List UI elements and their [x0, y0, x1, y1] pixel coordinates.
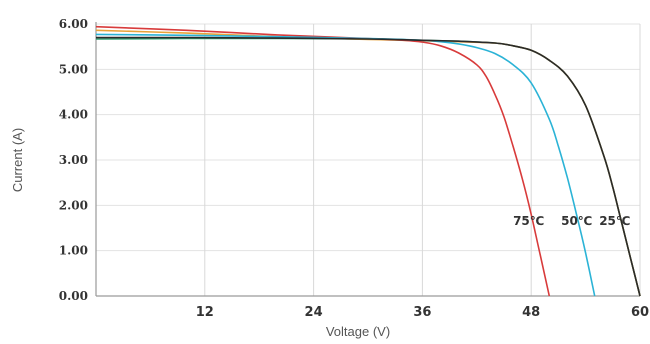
series-line-75c	[95, 25, 551, 297]
series-line-25c	[95, 36, 641, 297]
chart-grid	[96, 23, 641, 296]
x-tick-label: 36	[413, 305, 431, 320]
x-tick-label: 24	[305, 305, 323, 320]
chart-axes	[95, 22, 640, 297]
x-tick-label: 12	[196, 305, 214, 320]
curve-labels: 25℃ 50℃ 75℃	[513, 214, 630, 228]
curve-label: 50℃	[561, 214, 592, 228]
y-tick-labels: 0.00 1.00 2.00 3.00 4.00 5.00 6.00	[59, 17, 88, 303]
x-axis-title: Voltage (V)	[326, 324, 390, 339]
series-line-50c	[95, 33, 596, 297]
y-tick-label: 2.00	[59, 198, 88, 212]
curve-label: 75℃	[513, 214, 544, 228]
series-line	[95, 37, 641, 297]
y-tick-label: 5.00	[59, 62, 88, 76]
y-tick-label: 1.00	[59, 244, 88, 258]
y-axis-title: Current (A)	[10, 128, 25, 192]
y-tick-label: 0.00	[59, 289, 88, 303]
y-tick-label: 3.00	[59, 153, 88, 167]
x-tick-labels: 12 24 36 48 60	[196, 305, 649, 320]
y-tick-label: 6.00	[59, 17, 88, 31]
x-tick-label: 48	[522, 305, 540, 320]
chart-series	[95, 25, 641, 297]
y-tick-label: 4.00	[59, 108, 88, 122]
series-line	[95, 29, 641, 297]
x-tick-label: 60	[631, 305, 649, 320]
curve-label: 25℃	[599, 214, 630, 228]
